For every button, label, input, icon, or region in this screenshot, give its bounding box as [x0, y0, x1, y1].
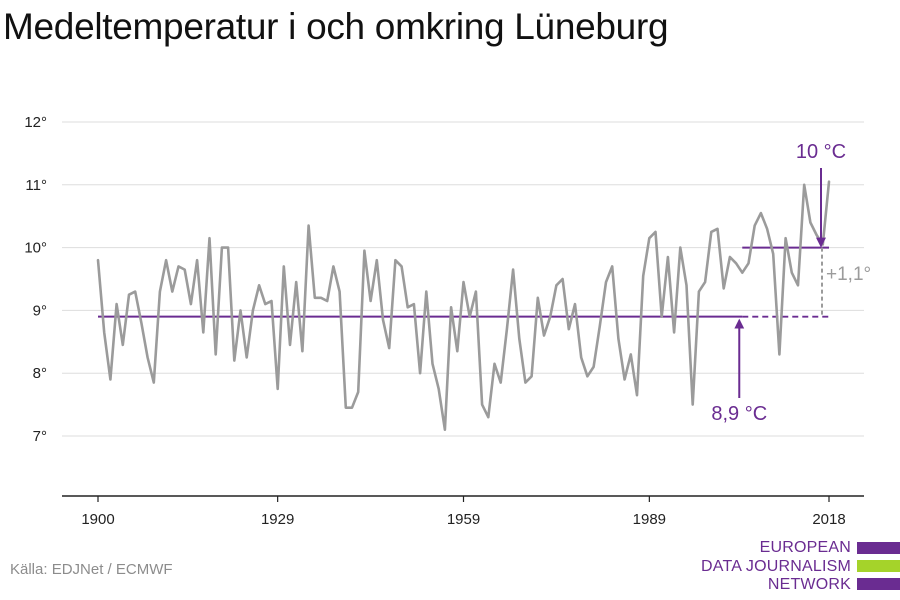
- x-tick-label: 2018: [812, 511, 845, 528]
- y-tick-label: 8°: [33, 365, 47, 382]
- y-tick-label: 7°: [33, 428, 47, 445]
- difference-label: +1,1°: [826, 264, 871, 285]
- edj-logo-text: EUROPEAN DATA JOURNALISM NETWORK: [701, 539, 851, 595]
- recent-mean-label: 10 °C: [796, 141, 846, 163]
- chart-title: Medeltemperatur i och omkring Lüneburg: [3, 6, 669, 47]
- y-tick-label: 12°: [24, 114, 47, 131]
- y-tick-label: 11°: [25, 177, 47, 194]
- annotations: 10 °C 8,9 °C +1,1°: [711, 141, 871, 425]
- x-tick-label: 1959: [447, 511, 480, 528]
- y-tick-label: 10°: [24, 240, 47, 257]
- edj-logo: EUROPEAN DATA JOURNALISM NETWORK: [700, 539, 900, 594]
- y-axis-ticks: 7° 8° 9° 10° 11° 12°: [24, 114, 47, 445]
- series: [96, 180, 831, 432]
- edj-logo-bar-green: [857, 560, 900, 572]
- edj-logo-bar-purple-bottom: [857, 578, 900, 590]
- edj-logo-line-1: EUROPEAN: [759, 539, 851, 556]
- gridlines: [62, 121, 864, 437]
- y-tick-label: 9°: [33, 302, 47, 319]
- temperature-series-line: [96, 180, 831, 432]
- x-tick-label: 1900: [81, 511, 114, 528]
- edj-logo-bar-purple-top: [857, 542, 900, 554]
- baseline-mean-label: 8,9 °C: [711, 403, 767, 425]
- x-tick-label: 1989: [633, 511, 666, 528]
- source-credit: Källa: EDJNet / ECMWF: [10, 561, 173, 578]
- edj-logo-line-2: DATA JOURNALISM: [701, 557, 851, 575]
- x-tick-label: 1929: [261, 511, 294, 528]
- x-axis: 1900 1929 1959 1989 2018: [62, 495, 864, 528]
- edj-logo-line-3: NETWORK: [767, 576, 851, 593]
